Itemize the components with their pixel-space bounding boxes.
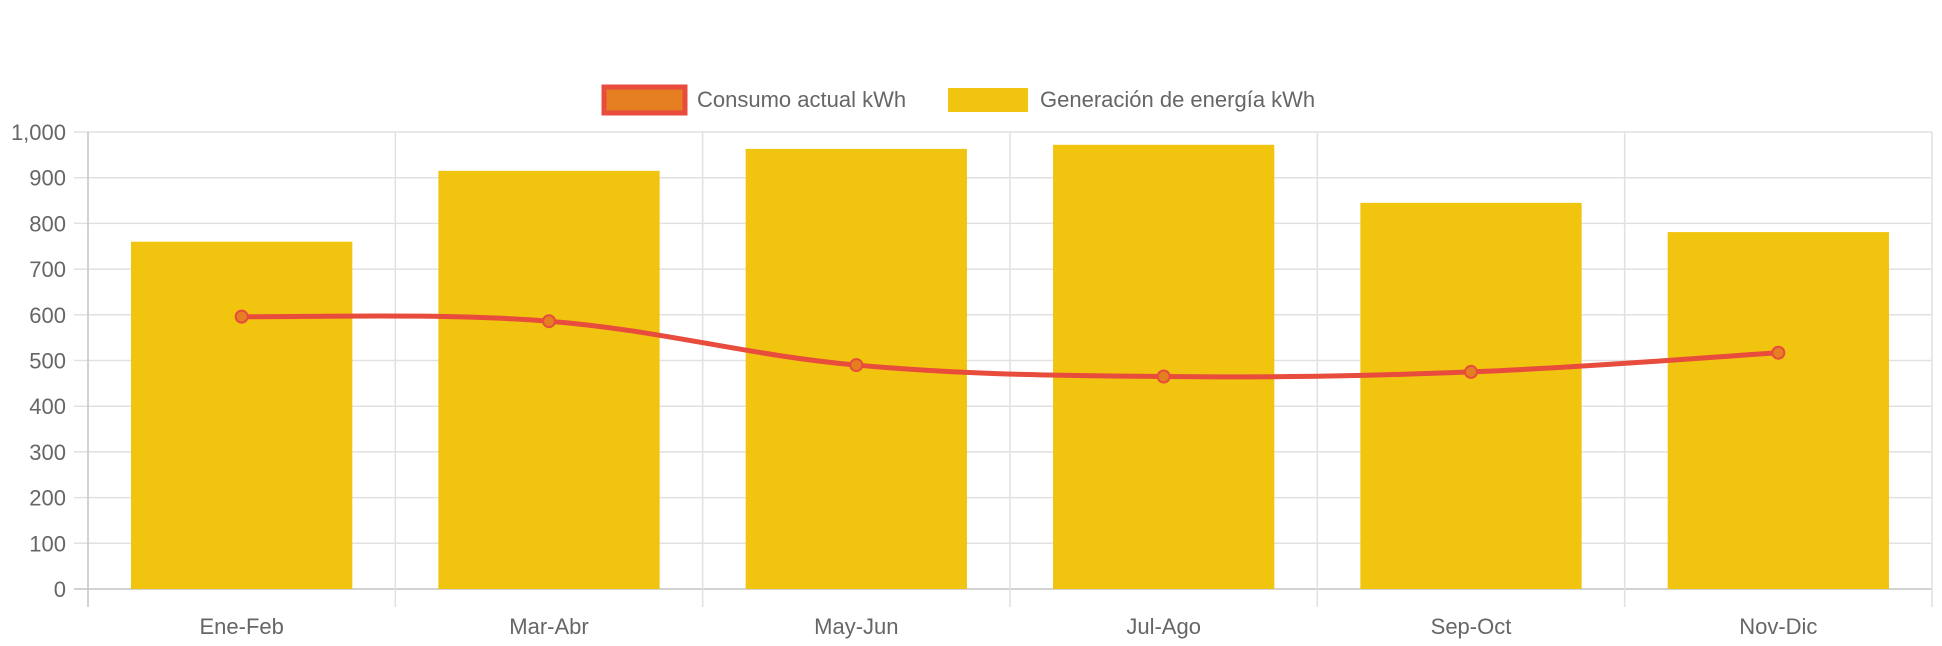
x-tick-label: Nov-Dic bbox=[1739, 614, 1817, 639]
consumo-line bbox=[241, 313, 1779, 380]
bar-jul-ago[interactable] bbox=[1053, 144, 1275, 589]
point-jul-ago[interactable] bbox=[1156, 369, 1171, 384]
bar-nov-dic[interactable] bbox=[1667, 232, 1889, 589]
point-may-jun[interactable] bbox=[849, 358, 864, 373]
y-tick-label: 0 bbox=[54, 577, 66, 602]
bar-sep-oct[interactable] bbox=[1360, 202, 1582, 589]
x-axis: Ene-Feb Mar-Abr May-Jun Jul-Ago Sep-Oct Nov-D… bbox=[199, 614, 1817, 639]
legend-swatch-consumo bbox=[601, 84, 688, 116]
point-mar-abr[interactable] bbox=[542, 314, 556, 329]
x-tick-label: Mar-Abr bbox=[509, 614, 588, 639]
y-tick-label: 700 bbox=[29, 257, 66, 282]
y-tick-label: 800 bbox=[29, 211, 66, 236]
bar-mar-abr[interactable] bbox=[438, 170, 660, 589]
x-tick-label: May-Jun bbox=[814, 614, 898, 639]
line-series bbox=[234, 309, 1786, 384]
legend: Consumo actual kWh Generación de energía… bbox=[601, 84, 1315, 116]
y-tick-label: 300 bbox=[29, 440, 66, 465]
y-tick-label: 900 bbox=[29, 166, 66, 191]
x-tick-label: Jul-Ago bbox=[1126, 614, 1201, 639]
legend-item-consumo[interactable]: Consumo actual kWh bbox=[601, 84, 906, 116]
point-ene-feb[interactable] bbox=[234, 309, 249, 324]
point-sep-oct[interactable] bbox=[1464, 364, 1478, 379]
y-tick-label: 1,000 bbox=[11, 120, 66, 145]
y-tick-label: 600 bbox=[29, 303, 66, 328]
legend-label-consumo: Consumo actual kWh bbox=[697, 87, 906, 112]
legend-label-generacion: Generación de energía kWh bbox=[1040, 87, 1315, 112]
y-tick-label: 100 bbox=[29, 531, 66, 556]
y-tick-label: 200 bbox=[29, 486, 66, 511]
legend-item-generacion[interactable]: Generación de energía kWh bbox=[948, 87, 1315, 112]
y-axis: 0 100 200 300 400 500 600 700 800 900 1,000 bbox=[11, 120, 66, 602]
bar-series bbox=[131, 144, 1889, 589]
point-nov-dic[interactable] bbox=[1771, 345, 1786, 360]
bar-ene-feb[interactable] bbox=[131, 241, 353, 589]
legend-swatch-generacion bbox=[948, 88, 1028, 112]
y-tick-label: 400 bbox=[29, 394, 66, 419]
grid-lines bbox=[74, 131, 1933, 607]
x-tick-label: Ene-Feb bbox=[199, 614, 283, 639]
x-tick-label: Sep-Oct bbox=[1431, 614, 1512, 639]
y-tick-label: 500 bbox=[29, 349, 66, 374]
